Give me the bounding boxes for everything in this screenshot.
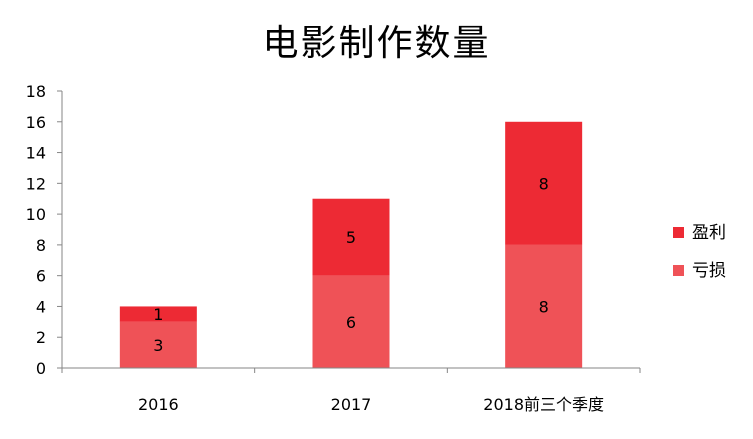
y-tick-label: 2 bbox=[36, 328, 46, 347]
x-tick-label: 2018前三个季度 bbox=[483, 395, 604, 414]
legend-swatch bbox=[673, 265, 684, 276]
legend-label: 盈利 bbox=[692, 223, 726, 243]
chart-title: 电影制作数量 bbox=[262, 23, 491, 64]
bars-layer bbox=[119, 121, 583, 368]
bar-segment bbox=[505, 121, 583, 245]
y-tick-label: 12 bbox=[26, 174, 46, 193]
data-label: 1 bbox=[153, 305, 163, 324]
data-label: 8 bbox=[539, 174, 549, 193]
data-label: 6 bbox=[346, 313, 356, 332]
data-labels-layer: 3 1 6 5 8 8 bbox=[153, 174, 549, 355]
y-tick-label: 16 bbox=[26, 113, 46, 132]
y-tick-label: 4 bbox=[36, 297, 46, 316]
y-tick-label: 14 bbox=[26, 144, 46, 163]
y-tick-label: 8 bbox=[36, 236, 46, 255]
y-tick-label: 18 bbox=[26, 82, 46, 101]
y-tick-label: 10 bbox=[26, 205, 46, 224]
bar-segment bbox=[505, 244, 583, 368]
bar-segment bbox=[119, 306, 197, 322]
y-tick-label: 6 bbox=[36, 267, 46, 286]
legend-label: 亏损 bbox=[692, 261, 726, 281]
data-label: 3 bbox=[153, 336, 163, 355]
x-tick-label: 2016 bbox=[138, 395, 179, 414]
bar-segment bbox=[119, 321, 197, 368]
y-tick-label: 0 bbox=[36, 359, 46, 378]
x-tick-label: 2017 bbox=[331, 395, 372, 414]
bar-segment bbox=[312, 198, 390, 276]
data-label: 8 bbox=[539, 297, 549, 316]
legend-swatch bbox=[673, 227, 684, 238]
data-label: 5 bbox=[346, 228, 356, 247]
bar-segment bbox=[312, 275, 390, 368]
